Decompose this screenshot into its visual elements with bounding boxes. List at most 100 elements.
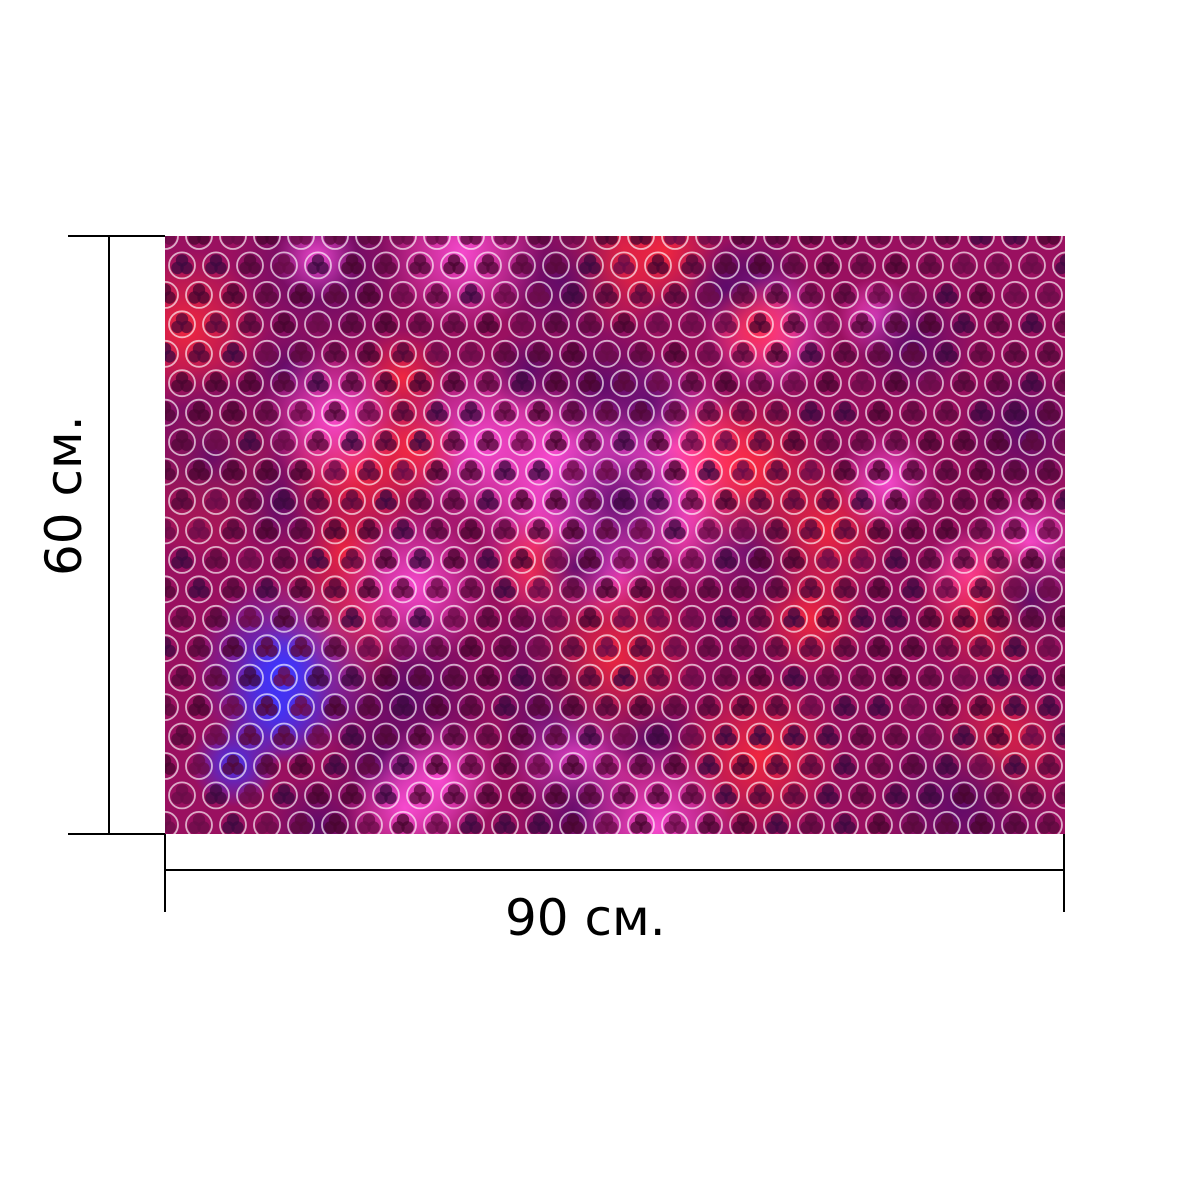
lattice-motif <box>355 752 383 780</box>
lattice-motif <box>389 398 417 427</box>
lattice-motif <box>848 487 876 515</box>
lattice-motif <box>525 339 553 368</box>
lattice-motif <box>474 251 502 280</box>
lattice-motif <box>423 236 451 250</box>
lattice-motif <box>610 310 638 339</box>
lattice-motif <box>882 781 910 810</box>
lattice-motif <box>508 663 536 692</box>
lattice-motif <box>491 398 519 427</box>
lattice-motif <box>525 693 553 722</box>
lattice-motif <box>678 545 706 574</box>
lattice-motif <box>865 236 893 250</box>
lattice-motif <box>899 752 927 780</box>
lattice-motif <box>270 487 298 515</box>
lattice-motif <box>165 693 179 721</box>
width-dimension-line <box>165 869 1065 871</box>
lattice-motif <box>508 369 536 398</box>
lattice-motif <box>219 634 247 663</box>
lattice-motif <box>644 428 672 457</box>
lattice-motif <box>168 722 196 751</box>
lattice-motif <box>525 516 553 545</box>
lattice-motif <box>338 604 366 633</box>
lattice-motif <box>185 575 213 604</box>
lattice-motif <box>695 752 723 780</box>
lattice-motif <box>763 236 791 250</box>
height-dimension-line <box>108 236 110 834</box>
lattice-motif <box>1035 516 1063 545</box>
lattice-motif <box>1018 545 1046 574</box>
lattice-motif <box>508 310 536 339</box>
lattice-motif <box>814 545 842 574</box>
lattice-motif <box>474 428 502 457</box>
lattice-motif <box>814 487 842 515</box>
lattice-motif <box>678 663 706 692</box>
lattice-motif <box>746 545 774 574</box>
lattice-motif <box>848 722 876 751</box>
lattice-motif <box>1018 487 1046 515</box>
lattice-motif <box>814 310 842 339</box>
lattice-motif <box>202 722 230 751</box>
lattice-motif <box>287 398 315 427</box>
lattice-motif <box>406 251 434 280</box>
lattice-motif <box>559 575 587 604</box>
lattice-motif <box>865 339 893 368</box>
lattice-motif <box>491 752 519 780</box>
lattice-motif <box>457 693 485 722</box>
lattice-motif <box>423 693 451 722</box>
lattice-motif <box>389 457 417 486</box>
lattice-motif <box>355 457 383 486</box>
lattice-motif <box>372 722 400 751</box>
lattice-motif <box>1035 339 1063 368</box>
lattice-motif <box>321 693 349 722</box>
lattice-motif <box>457 339 485 368</box>
lattice-motif <box>406 428 434 457</box>
lattice-motif <box>287 752 315 780</box>
lattice-motif <box>559 516 587 545</box>
lattice-motif <box>270 428 298 457</box>
lattice-motif <box>474 310 502 339</box>
lattice-motif <box>576 487 604 515</box>
lattice-motif <box>576 251 604 280</box>
lattice-motif <box>165 457 179 486</box>
lattice-motif <box>1001 457 1029 486</box>
lattice-motif <box>865 281 893 309</box>
lattice-motif <box>219 398 247 427</box>
lattice-motif <box>780 428 808 457</box>
lattice-motif <box>457 516 485 545</box>
lattice-motif <box>474 545 502 574</box>
lattice-motif <box>746 604 774 633</box>
lattice-motif <box>1018 781 1046 810</box>
lattice-motif <box>185 339 213 368</box>
lattice-motif <box>593 398 621 427</box>
lattice-motif <box>712 545 740 574</box>
lattice-motif <box>287 693 315 722</box>
lattice-motif <box>321 281 349 309</box>
lattice-motif <box>882 369 910 398</box>
lattice-motif <box>967 516 995 545</box>
lattice-motif <box>848 781 876 810</box>
bokeh-glow <box>972 541 1065 659</box>
lattice-motif <box>967 693 995 722</box>
lattice-motif <box>831 752 859 780</box>
lattice-motif <box>729 693 757 722</box>
lattice-motif <box>525 398 553 427</box>
lattice-motif <box>304 722 332 751</box>
lattice-motif <box>185 693 213 722</box>
lattice-motif <box>763 398 791 427</box>
lattice-motif <box>423 339 451 368</box>
lattice-motif <box>780 310 808 339</box>
lattice-motif <box>542 369 570 398</box>
lattice-motif <box>1001 575 1029 604</box>
lattice-motif <box>168 545 196 574</box>
lattice-motif <box>712 604 740 633</box>
lattice-motif <box>933 339 961 368</box>
lattice-motif <box>916 663 944 692</box>
lattice-motif <box>304 781 332 810</box>
lattice-motif <box>372 487 400 515</box>
lattice-motif <box>304 310 332 339</box>
height-dimension-top-tick <box>68 235 165 237</box>
lattice-motif <box>304 545 332 574</box>
lattice-motif <box>933 752 961 780</box>
lattice-motif <box>406 369 434 398</box>
lattice-motif <box>678 604 706 633</box>
